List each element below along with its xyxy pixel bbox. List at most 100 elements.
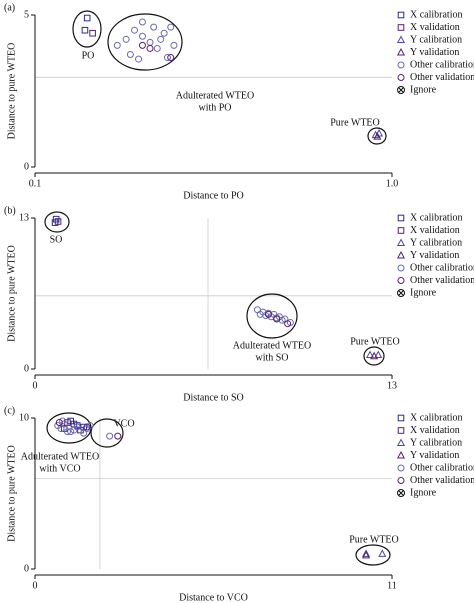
marker-circle bbox=[146, 38, 154, 46]
marker-circle bbox=[114, 432, 122, 440]
marker-circle bbox=[264, 310, 272, 318]
marker-circle bbox=[55, 419, 63, 427]
marker-triangle bbox=[396, 250, 406, 259]
marker-circle bbox=[153, 44, 161, 52]
legend-label: Other validation bbox=[410, 72, 474, 83]
marker-triangle bbox=[374, 350, 383, 359]
marker-circle bbox=[83, 423, 91, 431]
marker-square bbox=[397, 427, 405, 434]
annotation: SO bbox=[50, 234, 63, 245]
marker-ignore-cross bbox=[398, 290, 404, 296]
marker-circle bbox=[138, 41, 146, 49]
marker-square bbox=[54, 218, 62, 225]
marker-circle bbox=[135, 55, 143, 63]
legend-label: Y calibration bbox=[410, 34, 462, 45]
marker-circle bbox=[113, 41, 121, 49]
marker-circle bbox=[167, 23, 175, 31]
marker-square bbox=[397, 227, 405, 234]
annotation: Pure WTEO bbox=[350, 336, 400, 347]
panel-label: (c) bbox=[4, 405, 15, 416]
legend-label: Y validation bbox=[410, 450, 459, 461]
annotation: Adulterated WTEO bbox=[233, 340, 311, 351]
marker-triangle bbox=[396, 450, 406, 459]
marker-ignore-cross bbox=[398, 87, 404, 93]
group-ellipse bbox=[363, 346, 385, 366]
marker-triangle bbox=[362, 549, 371, 557]
marker-triangle bbox=[373, 132, 382, 140]
annotation: PO bbox=[82, 50, 95, 61]
marker-square bbox=[83, 14, 91, 22]
marker-circle bbox=[131, 26, 139, 34]
annotation: with SO bbox=[255, 352, 288, 363]
legend-label: X calibration bbox=[410, 9, 462, 20]
legend-label: Y calibration bbox=[410, 237, 462, 248]
legend-label: Y calibration bbox=[410, 437, 462, 448]
marker-circle bbox=[122, 35, 130, 43]
x-axis-label: Distance to PO bbox=[183, 190, 244, 201]
marker-circle bbox=[86, 422, 94, 430]
legend-label: Y validation bbox=[410, 47, 459, 58]
y-tick-label: 13 bbox=[19, 212, 29, 223]
marker-circle bbox=[106, 432, 114, 440]
marker-circle bbox=[397, 277, 405, 284]
marker-ignore bbox=[397, 489, 405, 497]
legend-label: X calibration bbox=[410, 412, 462, 423]
y-tick-label: 0 bbox=[24, 161, 29, 172]
group-ellipse bbox=[107, 13, 183, 71]
marker-circle bbox=[160, 29, 168, 37]
marker-ignore bbox=[397, 86, 405, 94]
marker-circle bbox=[73, 423, 81, 431]
marker-circle bbox=[59, 417, 67, 425]
x-tick-label: 13 bbox=[387, 380, 397, 391]
x-tick-label: 0.1 bbox=[29, 178, 42, 189]
marker-circle bbox=[138, 18, 146, 26]
marker-square bbox=[397, 11, 405, 19]
group-ellipse bbox=[355, 544, 391, 566]
marker-triangle bbox=[365, 350, 375, 359]
marker-square bbox=[81, 26, 89, 34]
marker-triangle bbox=[396, 438, 406, 446]
marker-circle bbox=[397, 61, 405, 69]
legend-label: X validation bbox=[410, 225, 460, 236]
marker-circle bbox=[284, 320, 292, 328]
marker-circle bbox=[146, 44, 154, 52]
marker-ignore-ring bbox=[397, 289, 405, 297]
marker-circle bbox=[157, 35, 165, 43]
group-ellipse bbox=[367, 127, 387, 145]
annotation: Adulterated WTEO bbox=[176, 90, 254, 101]
marker-square bbox=[397, 414, 405, 422]
marker-circle bbox=[126, 51, 134, 59]
marker-square bbox=[89, 29, 96, 37]
marker-triangle bbox=[371, 130, 380, 139]
y-tick-label: 0 bbox=[24, 363, 29, 374]
marker-square bbox=[397, 24, 405, 31]
annotation: Pure WTEO bbox=[349, 534, 399, 545]
marker-circle bbox=[163, 54, 171, 62]
legend-label: Ignore bbox=[410, 84, 437, 95]
annotation: Pure WTEO bbox=[330, 117, 380, 128]
marker-triangle bbox=[370, 351, 379, 360]
annotation: VCO bbox=[113, 418, 134, 429]
marker-circle bbox=[167, 54, 175, 62]
marker-circle bbox=[256, 310, 264, 318]
marker-circle bbox=[138, 32, 146, 40]
group-ellipse bbox=[72, 10, 102, 48]
marker-circle bbox=[397, 264, 405, 272]
legend-label: Y validation bbox=[410, 250, 459, 261]
marker-circle bbox=[150, 23, 158, 31]
group-ellipse bbox=[246, 293, 298, 339]
annotation: with VCO bbox=[39, 463, 80, 474]
x-tick-label: 0 bbox=[33, 380, 38, 391]
legend-label: X calibration bbox=[410, 212, 462, 223]
marker-ignore-ring bbox=[397, 489, 405, 497]
annotation: Adulterated WTEO bbox=[21, 451, 99, 462]
legend-label: Ignore bbox=[410, 287, 437, 298]
x-tick-label: 1.0 bbox=[386, 178, 399, 189]
marker-circle bbox=[273, 315, 281, 323]
y-tick-label: 10 bbox=[19, 412, 29, 423]
marker-triangle bbox=[378, 549, 387, 557]
legend-label: Other validation bbox=[410, 275, 474, 286]
legend-label: Other calibration bbox=[410, 59, 474, 70]
marker-triangle bbox=[396, 238, 406, 246]
